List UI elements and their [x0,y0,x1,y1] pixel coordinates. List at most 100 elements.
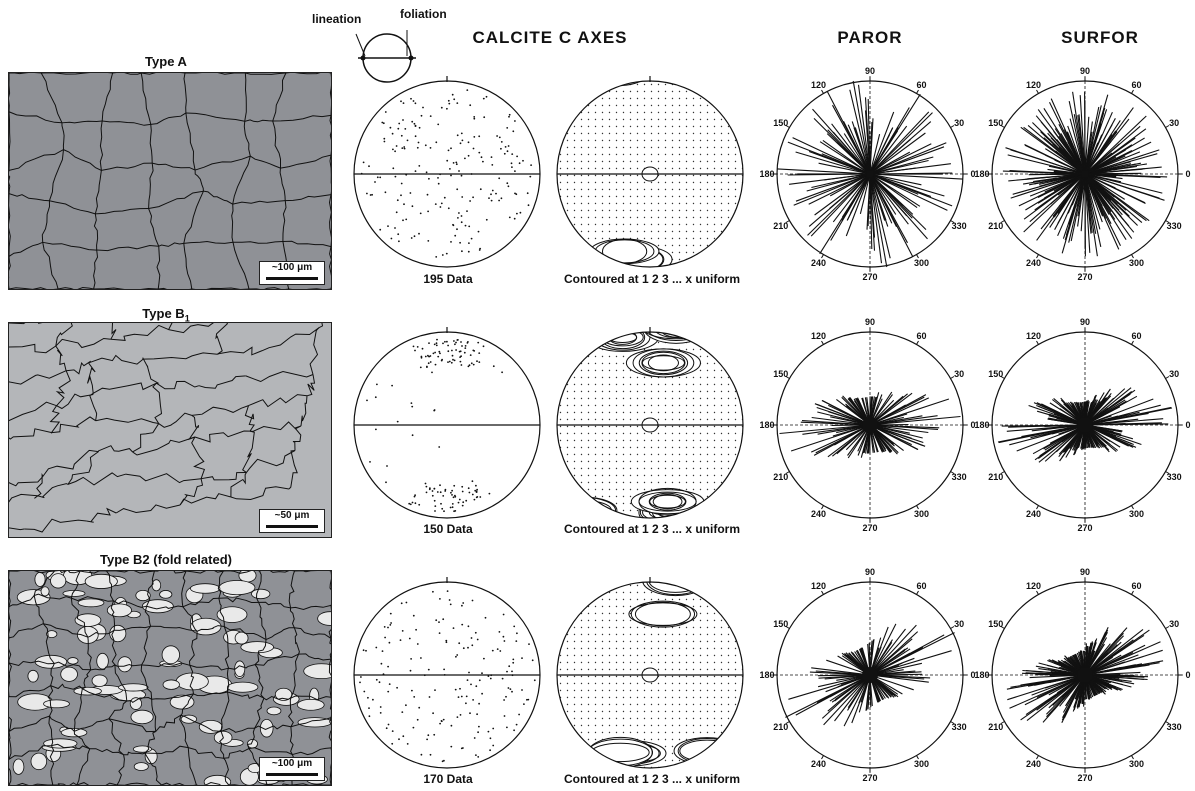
angle-label: 330 [1166,721,1182,732]
angle-label: 210 [773,721,789,732]
angle-label: 330 [1166,220,1182,231]
angle-label: 240 [1025,509,1042,520]
angle-label: 0 [970,420,976,430]
angle-label: 330 [951,220,967,231]
stereonet-contoured [556,76,744,268]
angle-label: 180 [974,420,990,430]
angle-label: 90 [864,66,876,76]
row-title-type-b1: Type B1 [142,306,190,324]
angle-label: 150 [773,117,789,128]
angle-label: 30 [954,368,965,379]
angle-label: 270 [1077,272,1093,282]
data-count-row-3: 170 Data [423,772,473,786]
row-title-type-b2: Type B2 (fold related) [100,552,232,567]
angle-label: 30 [1169,117,1180,128]
angle-label: 150 [988,368,1004,379]
angle-label: 30 [1169,368,1180,379]
angle-label: 0 [970,670,976,680]
surfor-title: SURFOR [1061,28,1139,47]
angle-label: 90 [1079,317,1091,327]
scale-bar: ~50 μm [259,509,325,533]
angle-label: 330 [951,471,967,482]
micrograph-type-a: ~100 μm [8,72,332,290]
angle-label: 120 [1025,79,1042,90]
angle-label: 270 [1077,523,1093,533]
angle-label: 0 [1185,670,1191,680]
angle-label: 150 [773,368,789,379]
angle-label: 0 [970,169,976,179]
angle-label: 240 [1025,258,1042,269]
scale-bar: ~100 μm [259,261,325,285]
angle-label: 60 [916,79,927,90]
contour-caption-row-1: Contoured at 1 2 3 ... x uniform [563,272,741,286]
angle-label: 300 [913,258,930,269]
angle-label: 120 [810,330,827,341]
scale-bar: ~100 μm [259,757,325,781]
angle-label: 300 [913,759,930,770]
angle-label: 30 [954,117,965,128]
angle-label: 60 [916,580,927,591]
angle-label: 330 [951,721,967,732]
angle-label: 210 [773,471,789,482]
surfor-rose-row-2: 90 60 30 0 330 300 270 240 210 180 150 120 [974,313,1195,537]
orientation-legend: lineation foliation [312,4,462,96]
angle-label: 0 [1185,169,1191,179]
calcite-axes-title: CALCITE C AXES [472,28,628,47]
contour-caption-row-2: Contoured at 1 2 3 ... x uniform [563,522,741,536]
legend-circle-icon [355,30,416,83]
angle-label: 60 [1131,580,1142,591]
angle-label: 270 [862,272,878,282]
lineation-label: lineation [312,12,362,26]
angle-label: 180 [974,670,990,680]
angle-label: 210 [773,220,789,231]
data-count-row-1: 195 Data [423,272,473,286]
stereonet-scatter [353,76,541,268]
angle-label: 180 [759,670,775,680]
paror-title: PAROR [837,28,903,47]
row-title-type-a: Type A [145,54,187,69]
data-count-row-2: 150 Data [423,522,473,536]
angle-label: 180 [974,169,990,179]
angle-label: 150 [988,117,1004,128]
angle-label: 150 [988,618,1004,629]
angle-label: 60 [1131,330,1142,341]
grain-boundary-image [9,571,331,785]
angle-label: 240 [810,258,827,269]
contour-caption-row-3: Contoured at 1 2 3 ... x uniform [563,772,741,786]
angle-label: 180 [759,420,775,430]
surfor-rose-row-1: 90 60 30 0 330 300 270 240 210 180 150 120 [974,62,1195,286]
angle-label: 240 [810,759,827,770]
angle-label: 210 [988,721,1004,732]
angle-label: 0 [1185,420,1191,430]
angle-label: 120 [810,580,827,591]
angle-label: 120 [810,79,827,90]
angle-label: 270 [1077,773,1093,783]
angle-label: 120 [1025,330,1042,341]
angle-label: 210 [988,471,1004,482]
angle-label: 330 [1166,471,1182,482]
paror-rose-row-2: 90 60 30 0 330 300 270 240 210 180 150 120 [759,313,980,537]
angle-label: 240 [1025,759,1042,770]
angle-label: 240 [810,509,827,520]
angle-label: 180 [759,169,775,179]
grain-boundary-image [9,73,331,289]
paror-rose-row-3: 90 60 30 0 330 300 270 240 210 180 150 120 [759,563,980,787]
grain-boundary-image [9,323,331,537]
stereonet-scatter [353,327,541,519]
angle-label: 150 [773,618,789,629]
angle-label: 60 [1131,79,1142,90]
angle-label: 60 [916,330,927,341]
angle-label: 30 [954,618,965,629]
angle-label: 270 [862,773,878,783]
angle-label: 90 [1079,66,1091,76]
angle-label: 90 [1079,567,1091,577]
angle-label: 210 [988,220,1004,231]
micrograph-type-b2: ~100 μm [8,570,332,786]
angle-label: 90 [864,317,876,327]
stereonet-contoured [556,577,744,769]
foliation-label: foliation [400,7,447,21]
surfor-rose-row-3: 90 60 30 0 330 300 270 240 210 180 150 120 [974,563,1195,787]
paror-rose-row-1: 90 60 30 0 330 300 270 240 210 180 150 120 [759,62,980,286]
stereonet-contoured [556,327,744,519]
angle-label: 120 [1025,580,1042,591]
